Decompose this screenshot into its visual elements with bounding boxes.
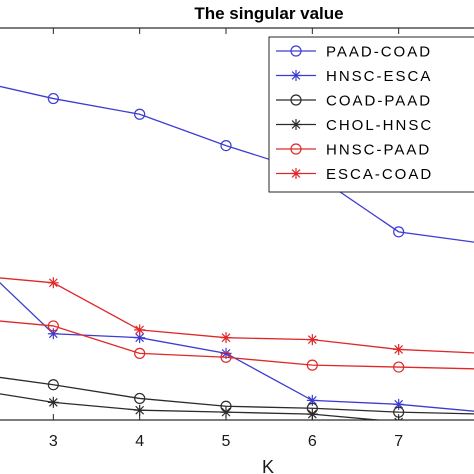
series-hnsc-paad xyxy=(0,320,474,373)
data-point xyxy=(306,334,318,346)
data-point xyxy=(290,45,302,57)
data-point xyxy=(47,320,59,332)
data-point xyxy=(47,396,59,408)
legend-label: CHOL-HNSC xyxy=(326,117,433,134)
data-point xyxy=(393,343,405,355)
axes xyxy=(0,27,474,421)
data-point xyxy=(47,328,59,340)
data-point xyxy=(393,361,405,373)
series-line xyxy=(0,85,474,243)
legend-entry: PAAD-COAD xyxy=(276,44,432,61)
data-point xyxy=(220,332,232,344)
data-point xyxy=(220,140,232,152)
data-point xyxy=(134,324,146,336)
x-axis-label: K xyxy=(262,457,274,474)
legend-label: HNSC-ESCA xyxy=(326,68,432,85)
x-tick-label: 3 xyxy=(49,433,58,450)
series-line xyxy=(0,376,474,415)
data-point xyxy=(290,94,302,106)
chart-title: The singular value xyxy=(194,4,343,23)
legend-entry: ESCA-COAD xyxy=(276,166,433,183)
data-point xyxy=(47,379,59,391)
data-point xyxy=(290,143,302,155)
legend-entry: COAD-PAAD xyxy=(276,93,432,110)
data-point xyxy=(393,398,405,410)
data-point xyxy=(134,392,146,405)
x-tick-label: 6 xyxy=(308,433,317,450)
data-point xyxy=(134,108,146,120)
series-hnsc-esca xyxy=(0,282,474,412)
legend-label: COAD-PAAD xyxy=(326,93,432,110)
legend-entry: CHOL-HNSC xyxy=(276,117,433,134)
data-point xyxy=(220,406,232,418)
x-tick-label: 5 xyxy=(222,433,231,450)
data-point xyxy=(290,70,302,81)
series-line xyxy=(0,320,474,370)
data-point xyxy=(220,351,232,363)
x-tick-labels: 3 4 5 6 7 xyxy=(49,433,403,450)
data-point xyxy=(220,347,232,359)
data-point xyxy=(306,394,318,406)
legend-label: PAAD-COAD xyxy=(326,44,432,61)
data-point xyxy=(290,119,302,130)
data-point xyxy=(393,226,405,238)
data-point xyxy=(47,92,59,105)
data-point xyxy=(134,332,146,344)
legend-label: ESCA-COAD xyxy=(326,166,433,183)
data-point xyxy=(306,359,318,371)
x-tick-label: 4 xyxy=(135,433,144,450)
legend-entry: HNSC-PAAD xyxy=(276,142,431,159)
legend-label: HNSC-PAAD xyxy=(326,142,431,159)
data-point xyxy=(134,347,146,359)
legend-box xyxy=(268,36,474,193)
data-point xyxy=(290,168,302,179)
legend-entry: HNSC-ESCA xyxy=(276,68,432,85)
data-point xyxy=(47,277,59,289)
data-point xyxy=(134,404,146,416)
series-line xyxy=(0,277,474,354)
series-coad-paad xyxy=(0,376,474,418)
series-esca-coad xyxy=(0,277,474,355)
x-tick-label: 7 xyxy=(394,433,403,450)
legend: PAAD-COAD HNSC-ESCA COAD-PAAD CHOL-HNSC HNSC… xyxy=(268,36,474,193)
